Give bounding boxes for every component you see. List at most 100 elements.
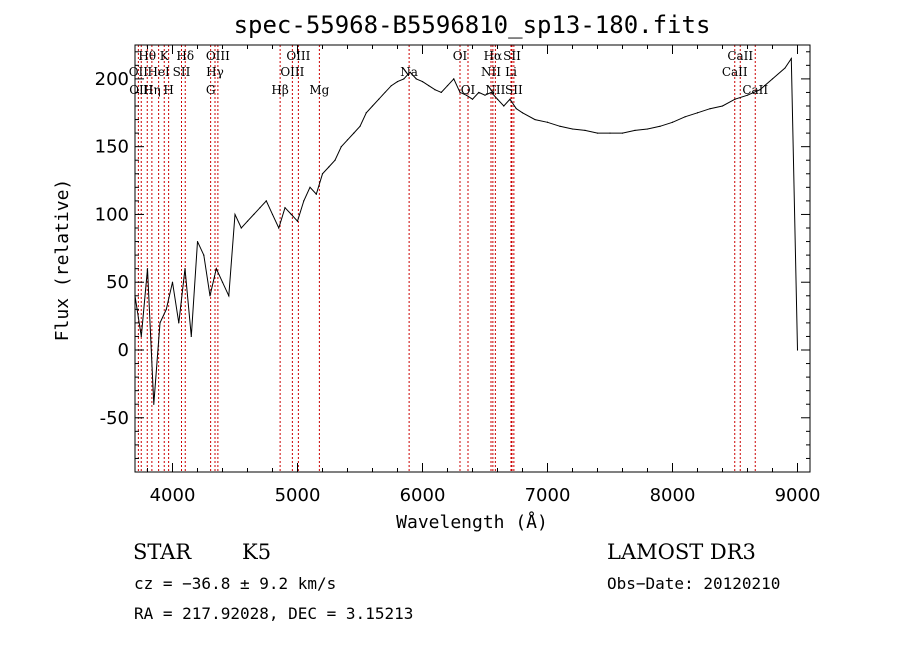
feature-label: NII	[481, 65, 501, 79]
y-tick-label: 0	[118, 340, 129, 361]
spectrum-point	[290, 213, 292, 216]
spectrum-point	[221, 281, 224, 283]
feature-label: Hα	[484, 49, 503, 63]
spectrum-point	[459, 91, 461, 94]
spectrum-point	[559, 125, 561, 127]
spectrum-point	[434, 89, 436, 91]
spectrum-point	[390, 85, 392, 87]
spectrum-point	[421, 81, 424, 83]
y-tick-label: -50	[100, 408, 129, 429]
feature-label: NII	[485, 83, 505, 97]
spectrum-point	[428, 85, 430, 87]
spectrum-point	[240, 227, 242, 229]
spectrum-point	[409, 71, 411, 73]
spectrum-point	[415, 78, 417, 80]
x-tick-label: 5000	[275, 485, 321, 506]
spectrum-point	[496, 98, 499, 100]
feature-label: CaII	[727, 49, 753, 63]
spectrum-point	[340, 146, 342, 148]
spectrum-point	[184, 268, 186, 270]
spectrum-point	[634, 129, 636, 131]
survey-name: LAMOST DR3	[607, 540, 756, 564]
spectrum-point	[646, 128, 649, 130]
spectrum-point	[465, 94, 467, 96]
spectrum-point	[253, 213, 255, 216]
spectrum-point	[215, 268, 217, 270]
spectrum-point	[478, 91, 480, 94]
feature-label: Hβ	[271, 83, 288, 97]
feature-label: SII	[503, 49, 521, 63]
y-tick-label: 150	[95, 137, 129, 158]
spectrum-point	[771, 78, 774, 80]
feature-label: CaII	[742, 83, 768, 97]
x-tick-label: 7000	[525, 485, 571, 506]
spectrum-point	[621, 132, 624, 134]
y-axis-ticks: -50 0 50 100 150 200	[95, 51, 810, 459]
chart-title: spec-55968-B5596810_sp13-180.fits	[234, 11, 711, 39]
spectrum-point	[503, 105, 505, 107]
spectrum-point	[259, 207, 261, 209]
x-tick-label: 4000	[150, 485, 196, 506]
spectrum-point	[759, 89, 761, 91]
y-tick-label: 100	[95, 204, 129, 225]
redshift-readout: cz = −36.8 ± 9.2 km/s	[134, 574, 337, 593]
spectrum-point	[384, 91, 386, 94]
spectrum-point	[246, 220, 249, 222]
feature-label: OI	[453, 49, 468, 63]
spectrum-point	[159, 322, 161, 324]
object-subclass: K5	[242, 540, 272, 564]
x-tick-label: 6000	[400, 485, 446, 506]
spectrum-point	[371, 105, 374, 107]
feature-label: Hγ	[206, 65, 224, 79]
spectrum-point	[359, 125, 361, 127]
y-axis-label: Flux (relative)	[52, 179, 73, 342]
spectrum-point	[671, 121, 674, 123]
spectrum-point	[721, 105, 724, 107]
obs-date: Obs−Date: 20120210	[607, 574, 781, 593]
feature-label: Hδ	[176, 49, 194, 63]
spectrum-line	[134, 57, 798, 405]
feature-label: OI	[461, 83, 476, 97]
spectrum-point	[746, 94, 749, 96]
spectrum-point	[734, 98, 736, 100]
feature-label: Na	[400, 65, 418, 79]
feature-label: CaII	[722, 65, 748, 79]
feature-label: Li	[505, 65, 517, 79]
spectrum-point	[790, 57, 792, 60]
spectrum-point	[296, 220, 299, 222]
feature-label: Hη	[143, 83, 161, 97]
spectrum-point	[153, 403, 155, 405]
spectrum-point	[165, 308, 167, 310]
spectrum-point	[796, 349, 799, 351]
spectrum-point	[328, 166, 330, 168]
spectrum-point	[484, 94, 486, 96]
feature-label: K	[160, 49, 170, 63]
spectrum-point	[309, 186, 311, 188]
feature-label: OII	[129, 65, 149, 79]
feature-label: G	[206, 83, 216, 97]
spectrum-point	[596, 132, 599, 134]
feature-label: H	[163, 83, 173, 97]
spectrum-point	[378, 98, 380, 100]
spectrum-point	[303, 200, 305, 202]
spectrum-point	[265, 200, 267, 202]
spectrum-point	[321, 173, 324, 175]
spectrum-series	[134, 57, 799, 405]
spectrum-point	[334, 159, 336, 161]
object-type: STAR	[133, 540, 192, 564]
spectrum-point	[521, 112, 524, 114]
spectrum-point	[584, 129, 586, 131]
feature-label: SII	[173, 65, 191, 79]
spectrum-point	[146, 268, 149, 270]
spectrum-point	[346, 139, 349, 141]
spectrum-point	[509, 98, 511, 100]
spectrum-point	[471, 98, 474, 100]
spectrum-point	[696, 112, 699, 114]
feature-label: OIII	[280, 65, 304, 79]
spectrum-point	[228, 295, 230, 297]
x-axis-ticks: 4000 5000 6000 7000 8000 9000	[147, 45, 820, 506]
coordinates: RA = 217.92028, DEC = 3.15213	[134, 604, 414, 623]
spectrum-point	[453, 78, 455, 80]
